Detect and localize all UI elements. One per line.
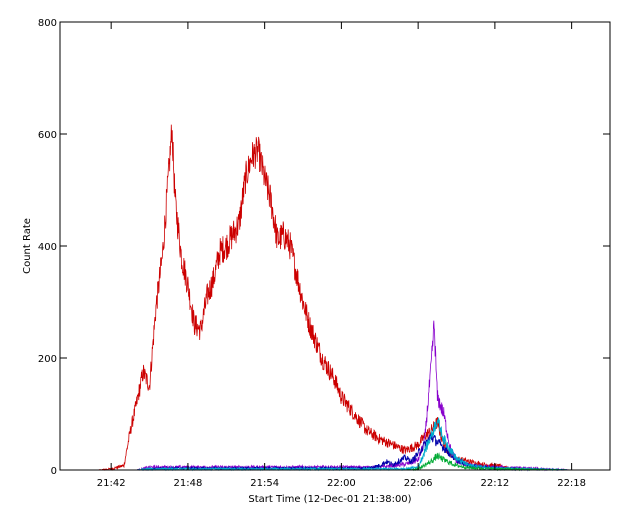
- y-tick-label: 200: [38, 354, 57, 365]
- x-tick-label: 21:54: [250, 478, 279, 489]
- y-axis-title: Count Rate: [22, 218, 33, 274]
- x-axis-title: Start Time (12-Dec-01 21:38:00): [248, 494, 411, 505]
- x-tick-label: 21:42: [97, 478, 126, 489]
- x-tick-label: 21:48: [173, 478, 202, 489]
- x-tick-label: 22:12: [480, 478, 509, 489]
- x-tick-label: 22:06: [404, 478, 433, 489]
- axes-layer: 0 200 400 600 800 21:42 21:48 21:54 22:00 22:06 22…: [38, 18, 610, 489]
- y-tick-label: 800: [38, 18, 57, 29]
- y-tick-label: 400: [38, 242, 57, 253]
- series-layer: [60, 124, 572, 472]
- y-tick-label: 600: [38, 130, 57, 141]
- y-tick-label: 0: [51, 466, 57, 477]
- series-line-0: [60, 124, 508, 471]
- series-line-3: [60, 417, 572, 472]
- x-tick-label: 22:18: [557, 478, 586, 489]
- plot-frame: [59, 21, 611, 471]
- x-tick-label: 22:00: [327, 478, 356, 489]
